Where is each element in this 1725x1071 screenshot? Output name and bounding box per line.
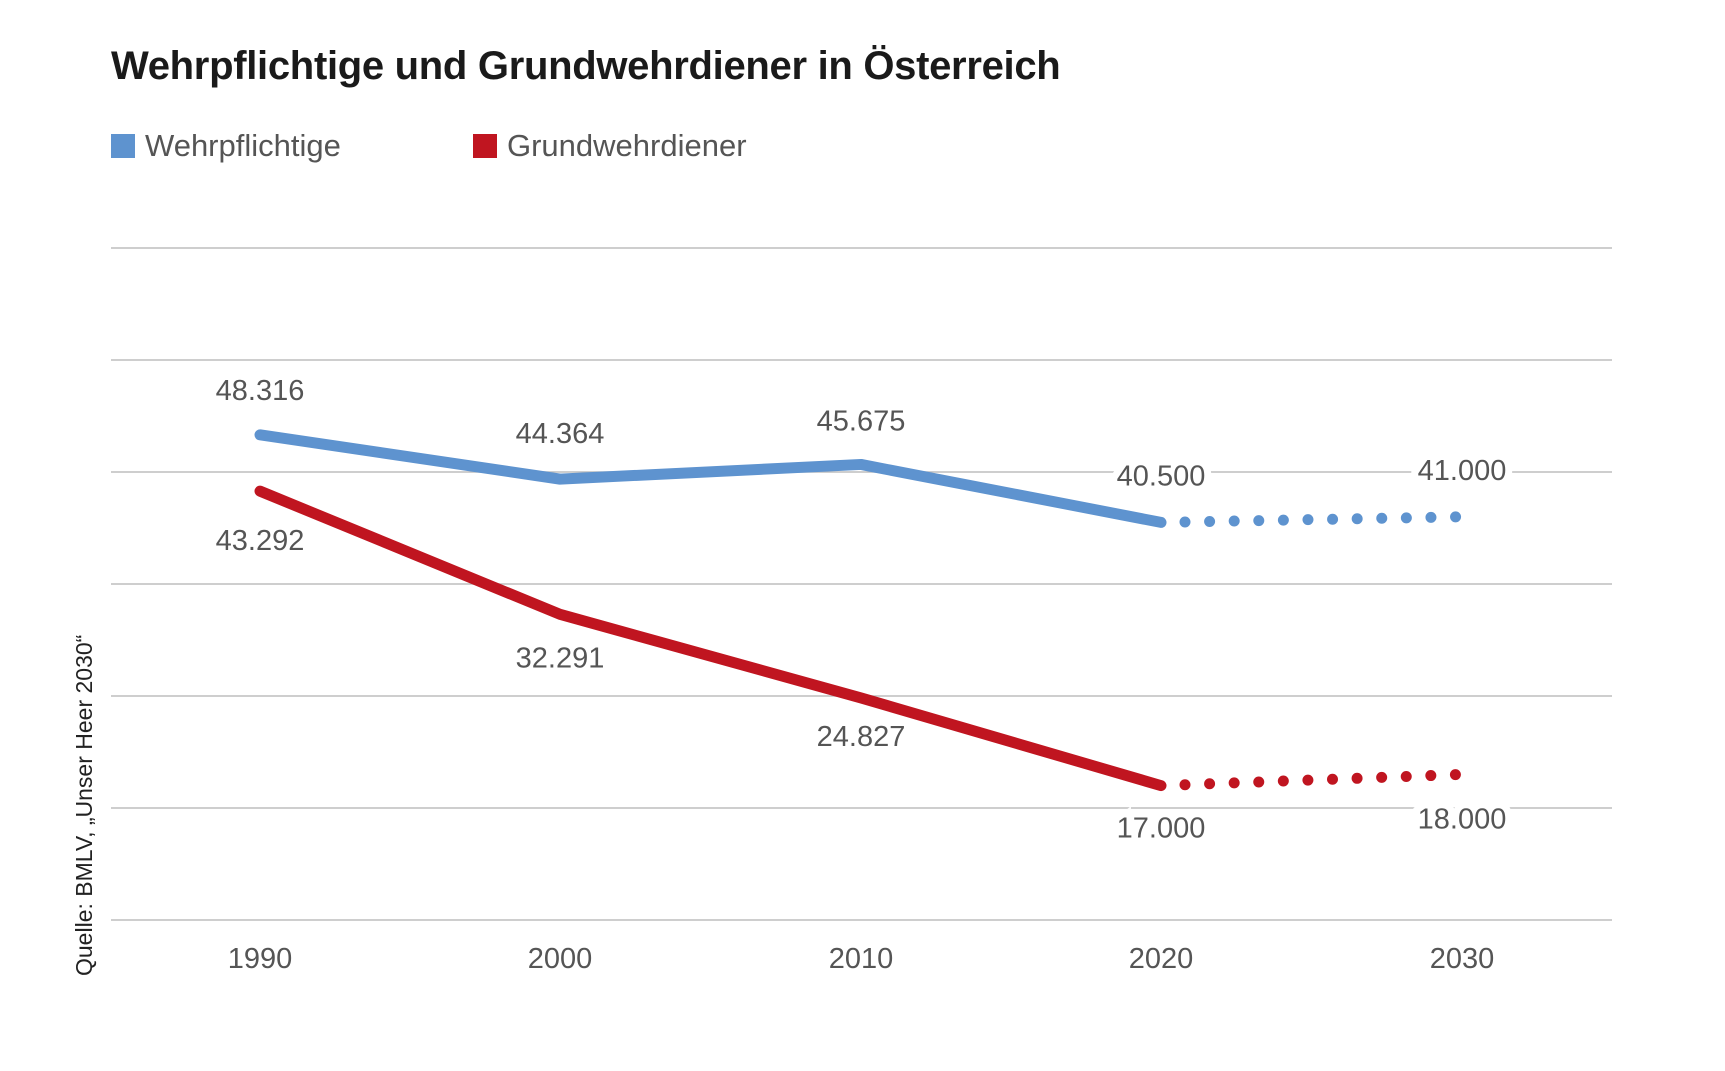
series-line-wehrpflichtige [254, 429, 1167, 528]
legend-swatch-wehrpflichtige [111, 134, 135, 158]
data-label: 41.000 [1418, 455, 1507, 487]
chart-title: Wehrpflichtige und Grundwehrdiener in Ös… [111, 44, 1061, 88]
legend-item-grundwehrdiener: Grundwehrdiener [473, 126, 747, 166]
data-label: 44.364 [516, 418, 605, 450]
series-projection-wehrpflichtige [1179, 511, 1468, 528]
series-line-grundwehrdiener [254, 485, 1167, 792]
data-label: 32.291 [516, 642, 605, 674]
x-tick-label: 2030 [1430, 943, 1495, 975]
data-label: 18.000 [1418, 803, 1507, 835]
legend-label-wehrpflichtige: Wehrpflichtige [145, 128, 341, 163]
x-tick-label: 2020 [1129, 943, 1194, 975]
legend-swatch-grundwehrdiener [473, 134, 497, 158]
data-label: 43.292 [216, 525, 305, 557]
x-tick-label: 2000 [528, 943, 593, 975]
series-projection-grundwehrdiener [1179, 768, 1468, 791]
data-label: 48.316 [216, 375, 305, 407]
data-label: 17.000 [1117, 813, 1206, 845]
x-tick-label: 2010 [829, 943, 894, 975]
legend-label-grundwehrdiener: Grundwehrdiener [507, 128, 747, 163]
data-label: 40.500 [1117, 460, 1206, 492]
data-label: 45.675 [817, 405, 906, 437]
x-tick-label: 1990 [228, 943, 293, 975]
legend-item-wehrpflichtige: Wehrpflichtige [111, 126, 341, 166]
data-label: 24.827 [817, 721, 906, 753]
